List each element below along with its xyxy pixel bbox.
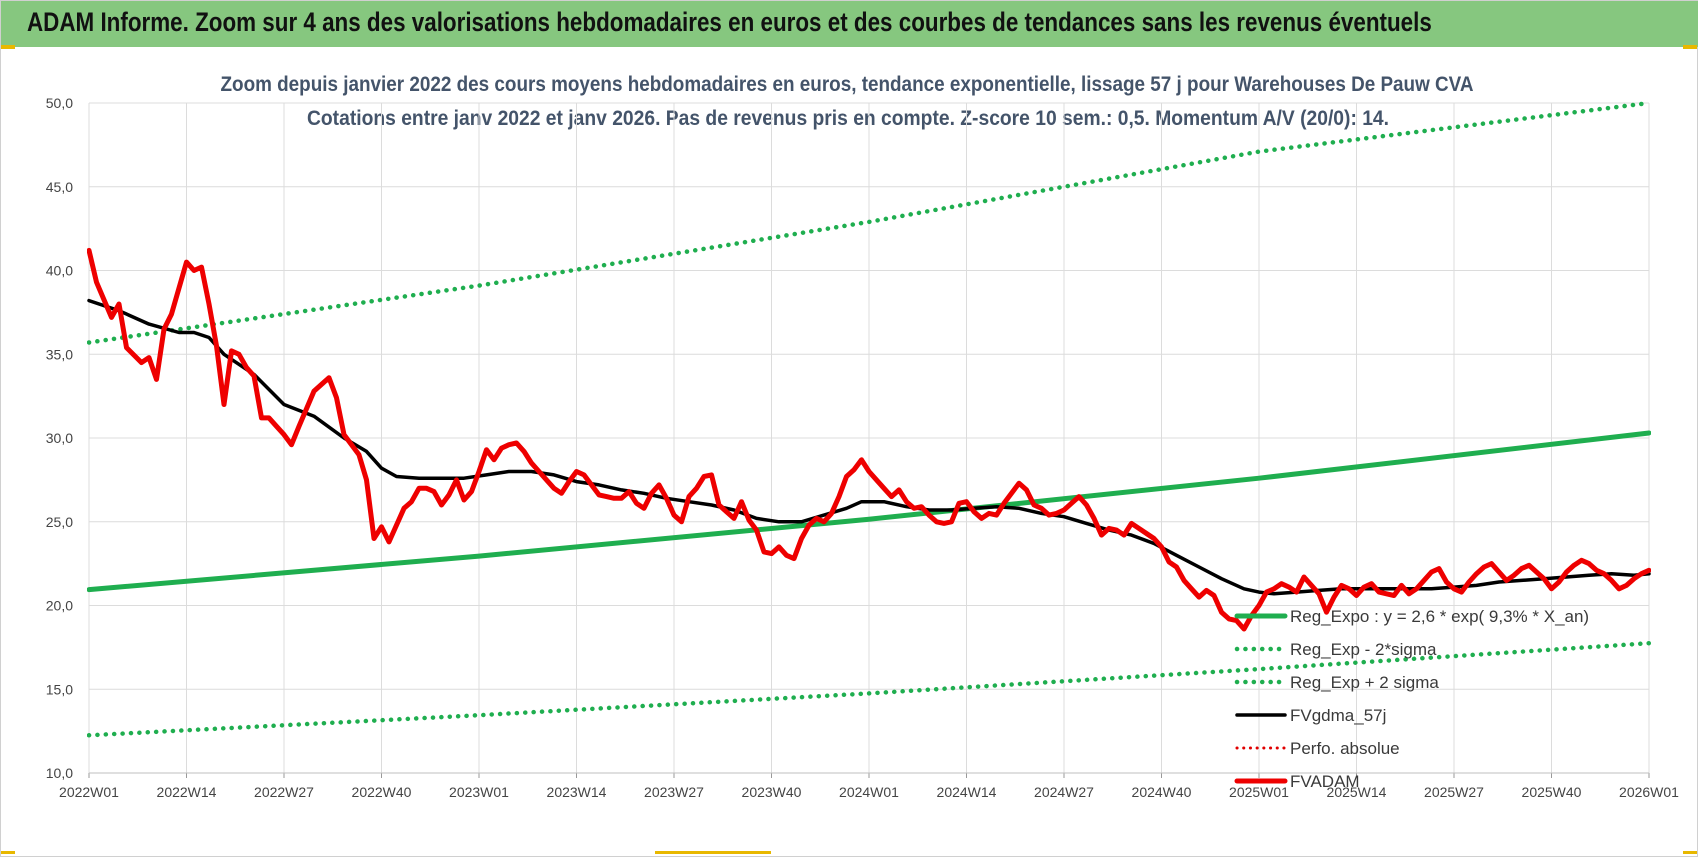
legend-entry-reg_expo: Reg_Expo : y = 2,6 * exp( 9,3% * X_an) [1234, 607, 1589, 626]
x-tick-label: 2024W01 [839, 784, 899, 800]
chart-area: Zoom depuis janvier 2022 des cours moyen… [1, 47, 1698, 858]
legend-label-fvadam: FVADAM [1290, 772, 1360, 791]
series-lines [87, 101, 1651, 738]
x-tick-label: 2024W40 [1132, 784, 1192, 800]
y-tick-label: 15,0 [46, 681, 73, 697]
x-tick-label: 2026W01 [1619, 784, 1679, 800]
corner-mark-bottom-center [655, 851, 771, 854]
axes: 10,0 15,0 20,0 25,0 30,0 35,0 40,0 45,0 50,0 2022… [46, 95, 1679, 800]
x-tick-label: 2022W01 [59, 784, 119, 800]
x-tick-label: 2025W27 [1424, 784, 1484, 800]
corner-mark-top-left [1, 45, 15, 49]
x-tick-label: 2025W01 [1229, 784, 1289, 800]
series-plus2 [87, 101, 1651, 345]
corner-mark-bottom-right [1683, 851, 1697, 854]
legend-label-minus2: Reg_Exp - 2*sigma [1290, 640, 1437, 659]
legend-entry-fvgdma: FVgdma_57j [1235, 706, 1386, 725]
legend-entry-perfo: Perfo. absolue [1235, 739, 1400, 758]
legend-label-reg_expo: Reg_Expo : y = 2,6 * exp( 9,3% * X_an) [1290, 607, 1589, 626]
legend-label-plus2: Reg_Exp + 2 sigma [1290, 673, 1439, 692]
series-reg_expo [87, 430, 1651, 593]
y-tick-label: 30,0 [46, 430, 73, 446]
y-tick-label: 45,0 [46, 179, 73, 195]
line-chart: Zoom depuis janvier 2022 des cours moyen… [46, 73, 1679, 800]
series-fvgdma [87, 298, 1651, 596]
x-tick-label: 2024W27 [1034, 784, 1094, 800]
x-tick-label: 2022W27 [254, 784, 314, 800]
banner-title: ADAM Informe. Zoom sur 4 ans des valoris… [27, 7, 1432, 37]
title-banner: ADAM Informe. Zoom sur 4 ans des valoris… [1, 1, 1698, 47]
corner-mark-bottom-left [1, 851, 15, 854]
y-tick-label: 10,0 [46, 765, 73, 781]
chart-title-line1: Zoom depuis janvier 2022 des cours moyen… [221, 73, 1474, 96]
legend-entry-fvadam: FVADAM [1234, 772, 1360, 791]
x-tick-label: 2025W40 [1522, 784, 1582, 800]
x-tick-label: 2024W14 [937, 784, 997, 800]
legend-entry-minus2: Reg_Exp - 2*sigma [1234, 640, 1437, 659]
x-tick-label: 2025W14 [1327, 784, 1387, 800]
series-fvadam [87, 247, 1651, 632]
x-tick-label: 2023W01 [449, 784, 509, 800]
x-tick-label: 2023W40 [742, 784, 802, 800]
x-tick-label: 2022W40 [352, 784, 412, 800]
y-tick-label: 40,0 [46, 263, 73, 279]
x-tick-label: 2022W14 [157, 784, 217, 800]
legend: Reg_Expo : y = 2,6 * exp( 9,3% * X_an) Re… [1234, 607, 1589, 791]
x-tick-label: 2023W27 [644, 784, 704, 800]
y-tick-label: 35,0 [46, 346, 73, 362]
x-tick-label: 2023W14 [547, 784, 607, 800]
legend-label-fvgdma: FVgdma_57j [1290, 706, 1386, 725]
y-tick-label: 50,0 [46, 95, 73, 111]
corner-mark-top-right [1683, 45, 1697, 49]
legend-label-perfo: Perfo. absolue [1290, 739, 1400, 758]
legend-entry-plus2: Reg_Exp + 2 sigma [1234, 673, 1439, 692]
y-tick-label: 20,0 [46, 598, 73, 614]
series-minus2 [87, 640, 1651, 738]
chart-title-line2: Cotations entre janv 2022 et janv 2026. … [307, 107, 1389, 130]
y-tick-label: 25,0 [46, 514, 73, 530]
